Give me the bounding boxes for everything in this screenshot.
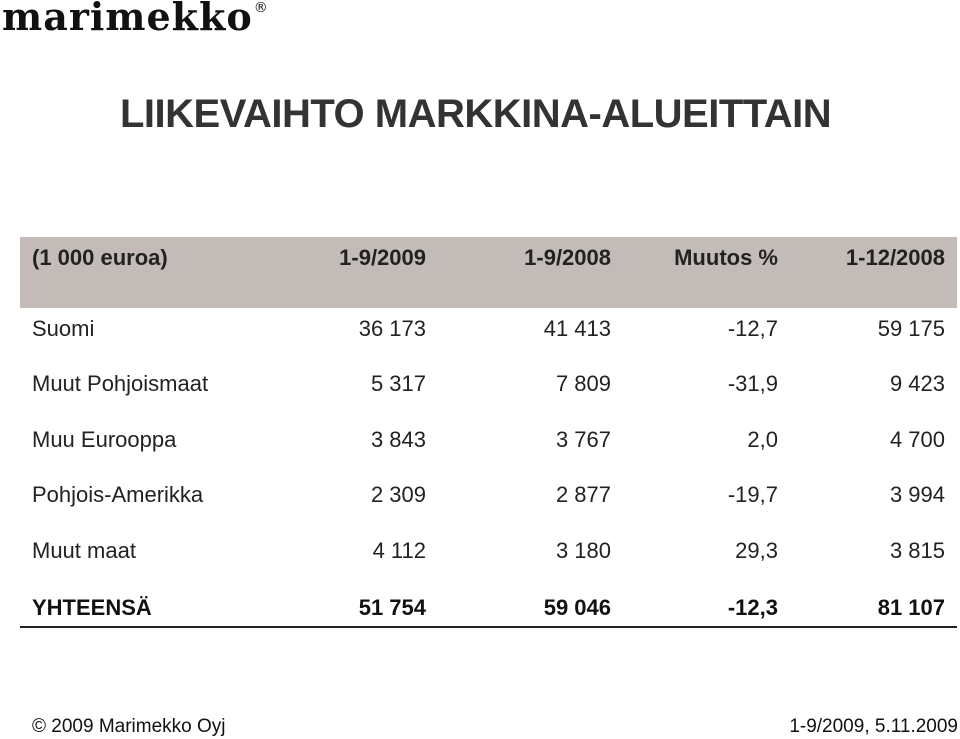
- row-value: -31,9: [727, 371, 778, 396]
- footer-right: 1-9/2009, 5.11.2009: [789, 716, 958, 737]
- row-value: 4 700: [889, 427, 945, 452]
- row-label: Pohjois-Amerikka: [32, 482, 204, 507]
- row-value: 29,3: [735, 538, 778, 563]
- row-value: 2 309: [370, 482, 426, 507]
- logo-text: marimekko: [2, 0, 253, 39]
- header-band: [20, 237, 957, 308]
- logo-mark: ®: [253, 0, 269, 16]
- row-value: 9 423: [889, 371, 945, 396]
- row-value: 4 112: [372, 538, 426, 563]
- footer-left: © 2009 Marimekko Oyj: [32, 716, 226, 737]
- row-value: 7 809: [555, 371, 611, 396]
- logo: marimekko®: [2, 0, 269, 39]
- row-value: 3 815: [889, 538, 945, 563]
- header-value: 1-12/2008: [845, 245, 945, 270]
- total-value: 51 754: [358, 595, 426, 620]
- header-label: (1 000 euroa): [32, 245, 168, 270]
- row-value: 3 843: [370, 427, 426, 452]
- row-value: 5 317: [370, 371, 426, 396]
- total-value: 59 046: [543, 595, 611, 620]
- row-label: Suomi: [32, 316, 95, 341]
- row-value: 2 877: [555, 482, 611, 507]
- row-value: 41 413: [543, 316, 611, 341]
- slide-title: LIIKEVAIHTO MARKKINA-ALUEITTAIN: [120, 92, 832, 136]
- total-value: -12,3: [727, 595, 778, 620]
- row-value: 3 180: [555, 538, 611, 563]
- row-value: 3 767: [555, 427, 611, 452]
- row-value: 59 175: [877, 316, 945, 341]
- row-value: -19,7: [727, 482, 778, 507]
- row-label: Muut maat: [32, 538, 136, 563]
- row-label: Muut Pohjoismaat: [32, 371, 209, 396]
- row-value: -12,7: [727, 316, 778, 341]
- row-value: 2,0: [747, 427, 778, 452]
- row-value: 36 173: [358, 316, 426, 341]
- total-label: YHTEENSÄ: [32, 595, 152, 620]
- header-value: Muutos %: [674, 245, 778, 270]
- total-value: 81 107: [877, 595, 945, 620]
- row-label: Muu Eurooppa: [32, 427, 177, 452]
- total-rule: [20, 626, 957, 628]
- header-value: 1-9/2009: [339, 245, 426, 270]
- row-value: 3 994: [889, 482, 945, 507]
- header-value: 1-9/2008: [524, 245, 611, 270]
